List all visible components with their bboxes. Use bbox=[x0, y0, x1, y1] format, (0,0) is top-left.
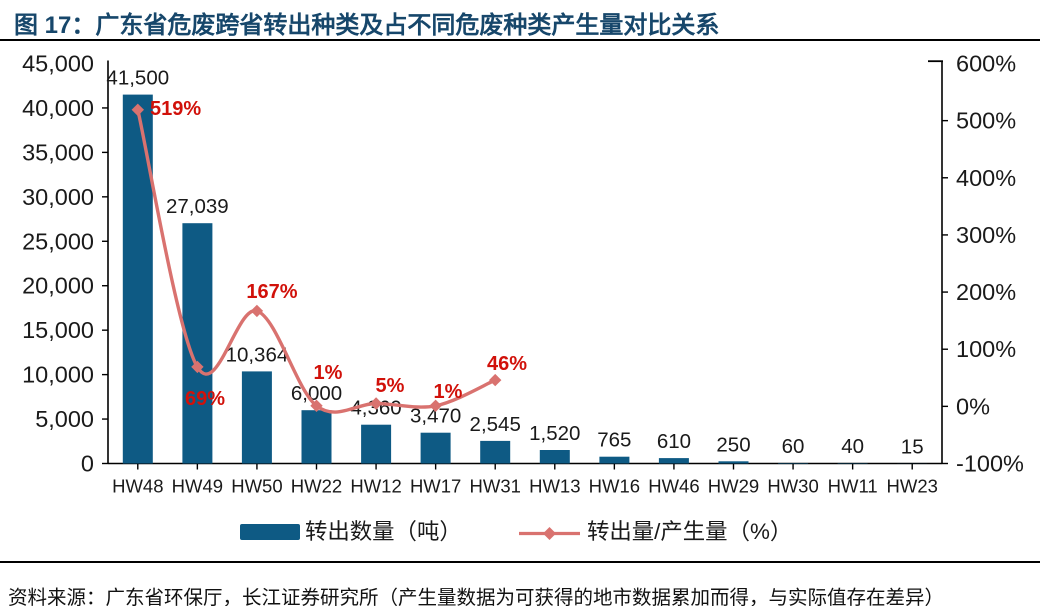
svg-text:35,000: 35,000 bbox=[22, 139, 94, 165]
svg-text:HW46: HW46 bbox=[648, 476, 699, 497]
svg-text:HW29: HW29 bbox=[708, 476, 759, 497]
svg-text:200%: 200% bbox=[956, 279, 1016, 305]
svg-text:250: 250 bbox=[716, 433, 750, 456]
svg-text:5,000: 5,000 bbox=[35, 406, 94, 432]
svg-text:5%: 5% bbox=[376, 375, 405, 397]
svg-text:600%: 600% bbox=[956, 51, 1016, 77]
svg-text:0: 0 bbox=[81, 451, 94, 477]
svg-text:40,000: 40,000 bbox=[22, 95, 94, 121]
svg-text:1,520: 1,520 bbox=[529, 422, 580, 445]
svg-text:25,000: 25,000 bbox=[22, 228, 94, 254]
svg-text:HW23: HW23 bbox=[887, 476, 938, 497]
svg-text:HW12: HW12 bbox=[350, 476, 401, 497]
svg-text:15: 15 bbox=[901, 435, 924, 458]
svg-text:HW50: HW50 bbox=[231, 476, 282, 497]
svg-text:167%: 167% bbox=[246, 281, 297, 303]
svg-text:500%: 500% bbox=[956, 108, 1016, 134]
svg-text:45,000: 45,000 bbox=[22, 51, 94, 77]
svg-text:HW16: HW16 bbox=[589, 476, 640, 497]
svg-text:300%: 300% bbox=[956, 222, 1016, 248]
svg-text:41,500: 41,500 bbox=[106, 67, 169, 90]
svg-text:100%: 100% bbox=[956, 336, 1016, 362]
svg-text:46%: 46% bbox=[487, 353, 527, 375]
svg-text:2,545: 2,545 bbox=[470, 413, 521, 436]
svg-text:15,000: 15,000 bbox=[22, 317, 94, 343]
svg-text:610: 610 bbox=[657, 430, 691, 453]
svg-text:HW30: HW30 bbox=[767, 476, 818, 497]
svg-text:HW49: HW49 bbox=[172, 476, 223, 497]
svg-text:10,000: 10,000 bbox=[22, 362, 94, 388]
svg-text:69%: 69% bbox=[185, 388, 225, 410]
svg-text:1%: 1% bbox=[314, 362, 343, 384]
svg-text:400%: 400% bbox=[956, 165, 1016, 191]
svg-text:40: 40 bbox=[841, 435, 864, 458]
svg-text:30,000: 30,000 bbox=[22, 184, 94, 210]
svg-text:HW11: HW11 bbox=[828, 476, 878, 497]
svg-text:HW17: HW17 bbox=[410, 476, 461, 497]
svg-text:1%: 1% bbox=[434, 381, 463, 403]
svg-text:HW31: HW31 bbox=[470, 476, 521, 497]
svg-text:HW48: HW48 bbox=[112, 476, 163, 497]
svg-text:765: 765 bbox=[597, 429, 631, 452]
svg-text:HW22: HW22 bbox=[291, 476, 342, 497]
svg-text:10,364: 10,364 bbox=[226, 343, 289, 366]
svg-text:-100%: -100% bbox=[956, 451, 1024, 477]
svg-text:519%: 519% bbox=[150, 98, 201, 120]
svg-text:0%: 0% bbox=[956, 393, 990, 419]
svg-text:27,039: 27,039 bbox=[166, 195, 229, 218]
svg-text:HW13: HW13 bbox=[529, 476, 580, 497]
svg-text:20,000: 20,000 bbox=[22, 273, 94, 299]
svg-text:60: 60 bbox=[782, 435, 805, 458]
